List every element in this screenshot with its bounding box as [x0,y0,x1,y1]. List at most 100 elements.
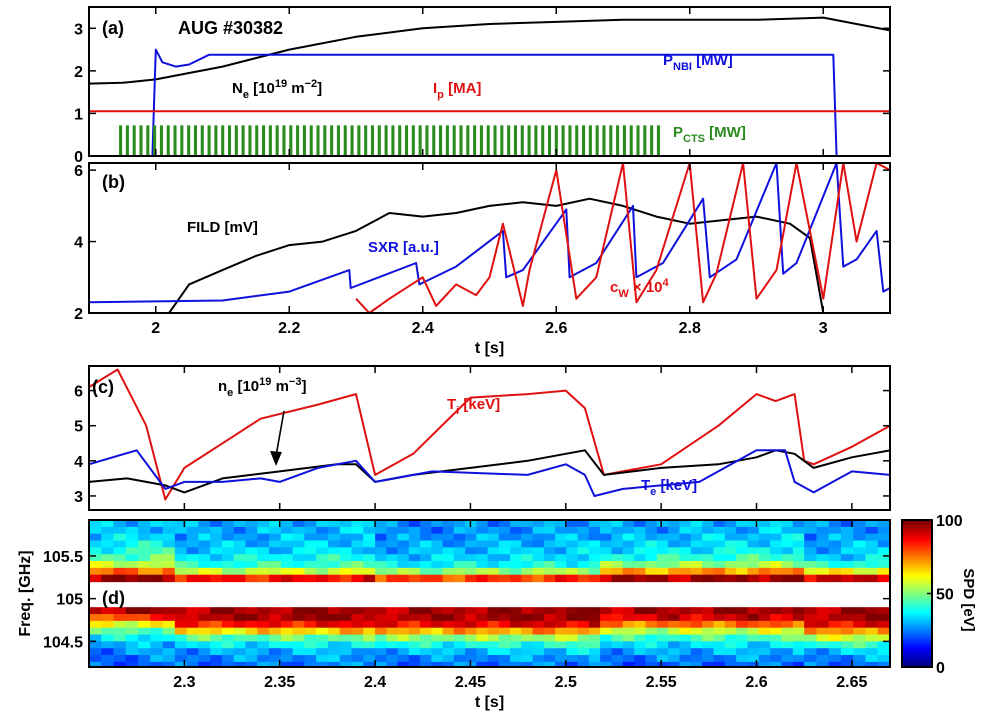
heatmap-cell [566,655,579,663]
heatmap-cell [292,574,305,583]
heatmap-cell [476,526,489,535]
heatmap-cell [521,607,534,615]
colorbar-swatch [902,618,932,622]
heatmap-cell [702,520,715,528]
heatmap-cell [724,627,737,636]
heatmap-cell [543,655,556,663]
heatmap-cell [138,533,151,542]
heatmap-cell [292,641,305,649]
heatmap-cell [877,607,890,615]
heatmap-cell [600,574,613,583]
heatmap-cell [257,533,270,542]
heatmap-cell [125,561,139,569]
heatmap-cell [113,561,127,569]
heatmap-cell [221,574,235,583]
heatmap-cell [792,574,805,583]
heatmap-cell [828,526,842,535]
heatmap-cell [577,607,590,615]
colorbar-swatch [902,576,932,580]
heatmap-cell [498,634,511,642]
colorbar-swatch [902,657,932,661]
heatmap-cell [233,540,247,548]
heatmap-cell [113,574,127,583]
heatmap-cell [690,620,703,629]
heatmap-cell [634,547,647,555]
heatmap-cell [510,540,522,548]
heatmap-cell [339,567,353,576]
heatmap-cell [420,567,432,576]
colorbar-swatch [902,649,932,653]
cts-pulse [650,125,654,156]
heatmap-cell [521,540,534,548]
cts-pulse [554,125,558,156]
heatmap-cell [588,547,601,555]
heatmap-cell [125,648,139,656]
heatmap-cell [363,614,376,622]
heatmap-cell [125,627,139,636]
heatmap-cell [408,648,421,656]
heatmap-cell [600,655,613,663]
heatmap-cell [816,533,830,542]
heatmap-cell [351,634,364,642]
heatmap-cell [162,533,176,542]
heatmap-cell [713,641,726,649]
heatmap-cell [816,634,830,642]
colorbar-tick-label: 50 [936,587,954,604]
heatmap-cell [724,533,737,542]
heatmap-cell [487,620,500,629]
heatmap-cell [453,567,466,576]
heatmap-cell [668,561,681,569]
heatmap-cell [408,634,421,642]
heatmap-cell [543,540,556,548]
heatmap-cell [431,627,444,636]
heatmap-cell [280,634,294,642]
heatmap-cell [431,655,444,663]
heatmap-cell [588,655,601,663]
heatmap-cell [828,533,842,542]
heatmap-cell [233,648,247,656]
heatmap-cell [532,641,545,649]
heatmap-cell [679,574,692,583]
heatmap-cell [736,648,749,656]
heatmap-cell [713,614,726,622]
heatmap-cell [521,620,534,629]
heatmap-cell [442,561,455,569]
heatmap-cell [588,526,601,535]
heatmap-cell [577,520,590,528]
heatmap-cell [600,526,613,535]
heatmap-cell [758,661,771,667]
heatmap-cell [465,533,477,542]
heatmap-cell [865,641,879,649]
heatmap-cell [257,661,270,667]
colorbar-swatch [902,569,932,573]
heatmap-cell [442,533,455,542]
heatmap-cell [363,648,376,656]
heatmap-cell [257,561,270,569]
heatmap-cell [487,533,500,542]
heatmap-cell [804,648,818,656]
heatmap-cell [363,520,376,528]
heatmap-cell [125,607,139,615]
heatmap-cell [150,547,164,555]
heatmap-cell [257,607,270,615]
heatmap-cell [577,554,590,562]
heatmap-cell [713,634,726,642]
heatmap-cell [465,554,477,562]
heatmap-cell [198,520,211,528]
heatmap-cell [245,655,258,663]
heatmap-cell [804,533,818,542]
heatmap-cell [316,620,329,629]
colorbar-swatch [902,554,932,558]
heatmap-cell [375,634,387,642]
colorbar-swatch [902,600,932,604]
heatmap-cell [339,526,353,535]
heatmap-cell [816,574,830,583]
heatmap-cell [690,547,703,555]
heatmap-cell [221,607,235,615]
heatmap-cell [138,620,151,629]
heatmap-cell [327,561,341,569]
cts-pulse [166,125,170,156]
heatmap-cell [101,547,115,555]
heatmap-cell [363,620,376,629]
heatmap-cell [804,561,818,569]
